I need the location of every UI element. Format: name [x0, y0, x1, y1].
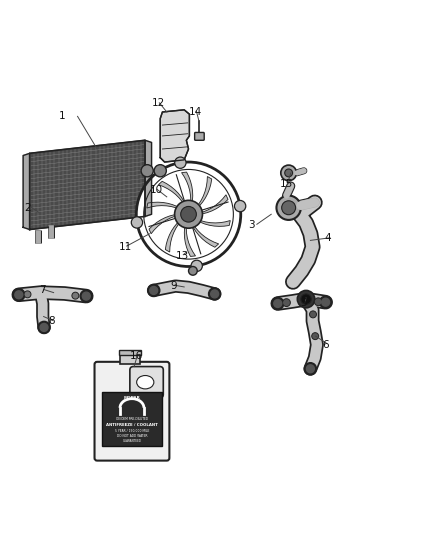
Circle shape [175, 200, 202, 228]
Text: 15: 15 [280, 179, 293, 189]
Circle shape [191, 260, 202, 271]
Circle shape [80, 290, 92, 302]
Circle shape [141, 165, 153, 177]
Text: 16: 16 [130, 351, 143, 361]
Polygon shape [159, 181, 186, 206]
Text: 9: 9 [170, 281, 177, 291]
Circle shape [72, 292, 79, 299]
Ellipse shape [137, 376, 154, 389]
Polygon shape [184, 223, 195, 256]
Bar [119, 351, 141, 355]
Circle shape [38, 321, 50, 334]
Polygon shape [182, 172, 193, 205]
Text: 6: 6 [322, 340, 329, 350]
Polygon shape [30, 140, 145, 230]
Bar [120, 355, 140, 365]
Bar [102, 392, 162, 446]
Polygon shape [149, 214, 179, 234]
Text: OE/OEM PRE-DILUTED: OE/OEM PRE-DILUTED [116, 417, 148, 421]
Polygon shape [147, 202, 181, 209]
FancyBboxPatch shape [194, 133, 204, 140]
Circle shape [304, 362, 317, 375]
Text: 5 YEAR / 150,000 MILE: 5 YEAR / 150,000 MILE [115, 429, 149, 433]
Text: 1: 1 [59, 111, 66, 122]
Circle shape [40, 324, 48, 332]
Text: MOPAR: MOPAR [124, 396, 140, 400]
Circle shape [276, 196, 301, 220]
Circle shape [320, 296, 332, 308]
Text: 5: 5 [300, 298, 307, 309]
Polygon shape [160, 110, 189, 162]
Circle shape [24, 291, 31, 298]
Circle shape [301, 294, 311, 304]
Circle shape [131, 217, 143, 228]
Circle shape [234, 200, 246, 212]
Circle shape [82, 292, 90, 300]
Text: 12: 12 [152, 98, 165, 108]
Circle shape [312, 333, 319, 340]
Polygon shape [145, 140, 152, 216]
Circle shape [188, 266, 197, 275]
Text: ANTIFREEZE / COOLANT: ANTIFREEZE / COOLANT [106, 423, 158, 427]
Polygon shape [165, 220, 181, 252]
Circle shape [148, 284, 160, 296]
Text: DO NOT ADD WATER: DO NOT ADD WATER [117, 434, 147, 438]
Text: 3: 3 [248, 220, 255, 230]
Circle shape [150, 286, 158, 294]
Text: 14: 14 [188, 107, 201, 117]
Circle shape [274, 300, 282, 308]
Circle shape [307, 365, 314, 373]
Circle shape [283, 298, 290, 306]
FancyBboxPatch shape [130, 367, 163, 398]
Circle shape [15, 291, 23, 299]
Circle shape [211, 290, 219, 298]
Circle shape [285, 169, 293, 177]
Text: 8: 8 [48, 316, 55, 326]
Circle shape [281, 165, 297, 181]
Text: GUARANTEED: GUARANTEED [123, 440, 141, 443]
Circle shape [175, 157, 186, 168]
Circle shape [282, 201, 296, 215]
Polygon shape [23, 154, 30, 230]
Circle shape [136, 162, 241, 266]
Text: 13: 13 [175, 251, 189, 261]
Text: 7: 7 [39, 286, 46, 295]
Circle shape [310, 311, 317, 318]
Circle shape [321, 298, 329, 306]
Circle shape [272, 297, 284, 310]
Text: 11: 11 [119, 242, 132, 252]
FancyBboxPatch shape [95, 362, 170, 461]
Text: 10: 10 [149, 185, 162, 195]
Polygon shape [191, 223, 219, 247]
Circle shape [314, 298, 322, 305]
Circle shape [181, 206, 196, 222]
Circle shape [208, 288, 221, 300]
Text: 2: 2 [24, 203, 31, 213]
Polygon shape [198, 195, 228, 214]
Circle shape [154, 165, 166, 177]
Polygon shape [196, 176, 212, 209]
Circle shape [13, 289, 25, 301]
Circle shape [297, 290, 315, 308]
Polygon shape [196, 219, 230, 227]
Text: 4: 4 [325, 233, 331, 243]
